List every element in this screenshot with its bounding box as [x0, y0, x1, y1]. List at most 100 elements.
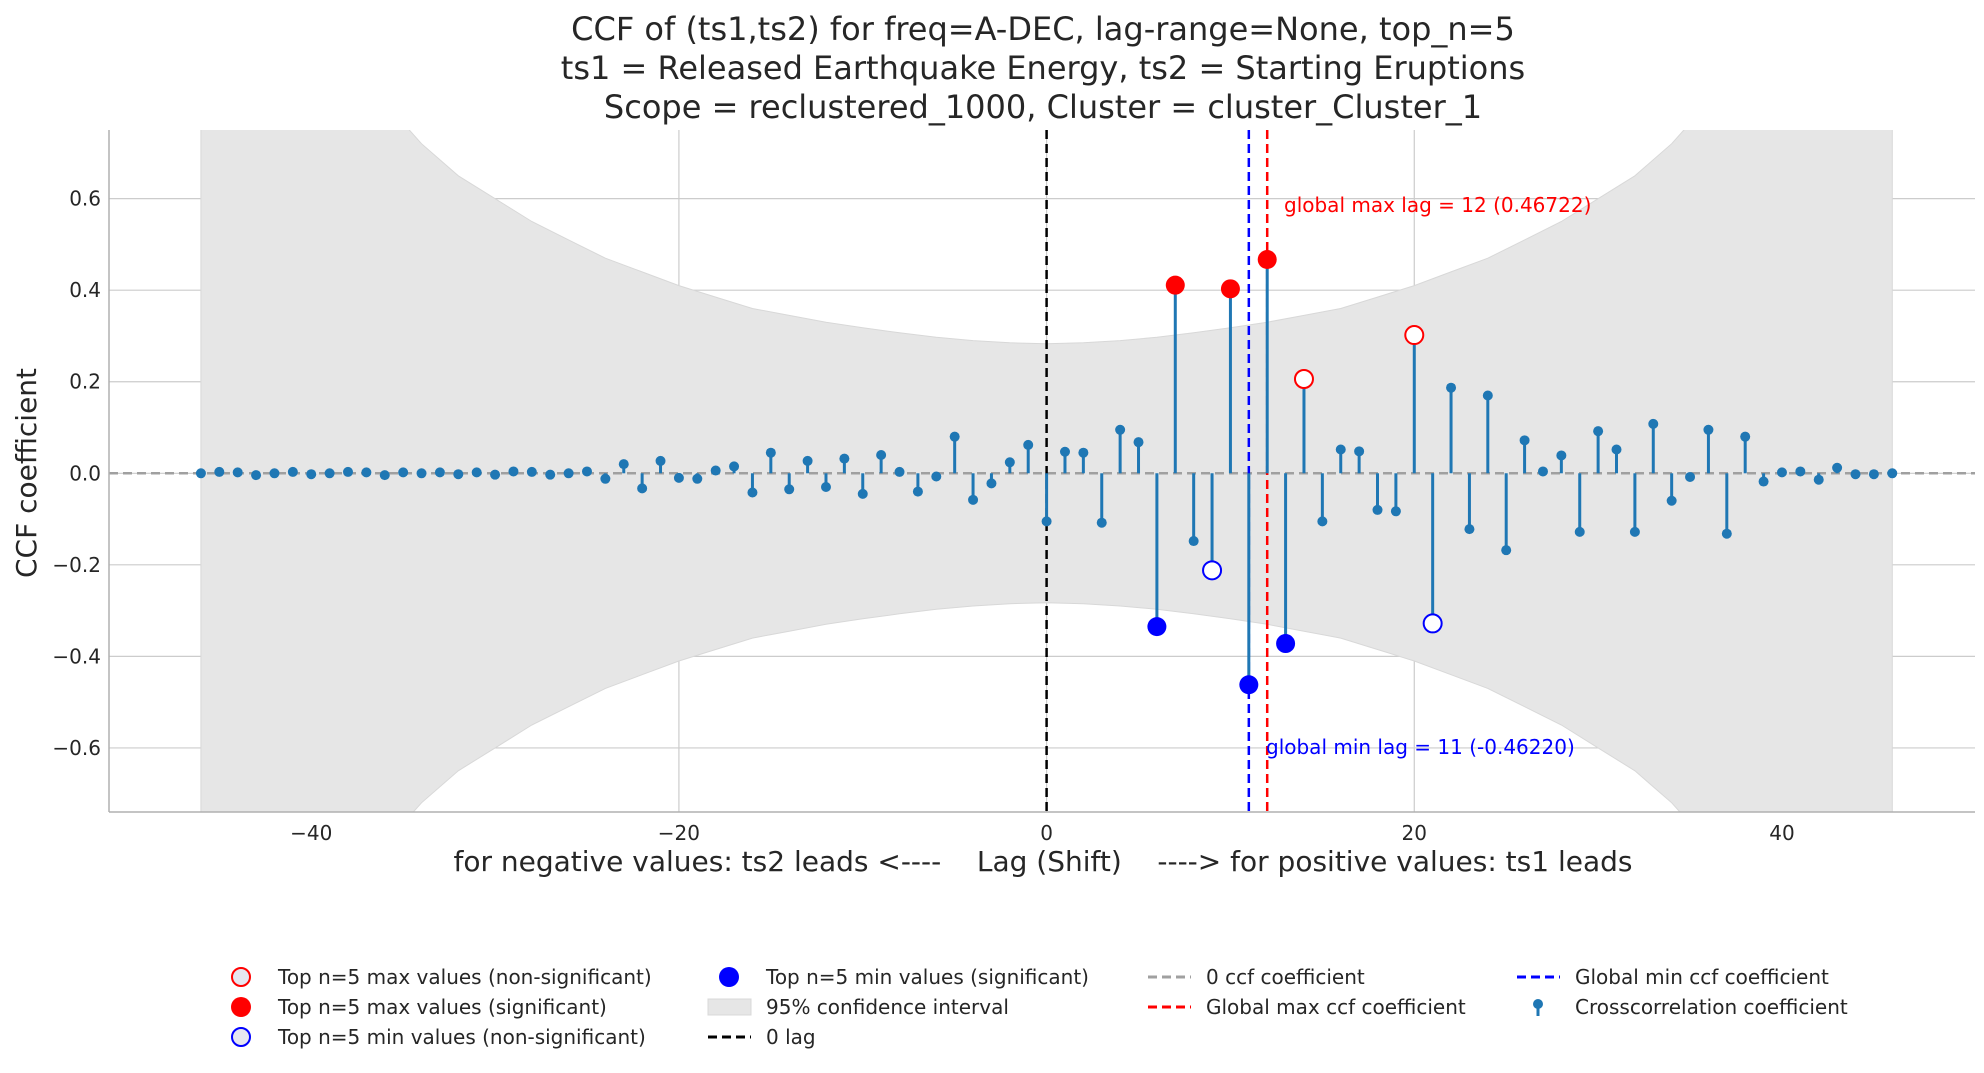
ccf-point — [1666, 495, 1677, 506]
ccf-point — [526, 466, 537, 477]
chart-title-line-3: Scope = reclustered_1000, Cluster = clus… — [604, 88, 1482, 126]
ccf-point — [1832, 462, 1843, 473]
ccf-point — [1611, 444, 1622, 455]
ccf-point — [1887, 468, 1898, 479]
legend-swatch-ci — [707, 998, 752, 1016]
ccf-point — [784, 484, 795, 495]
ccf-point — [1372, 504, 1383, 515]
legend-entry-top_min_sig: Top n=5 min values (significant) — [719, 965, 1089, 989]
legend-label: Top n=5 max values (significant) — [277, 995, 607, 1019]
legend-marker-top-max-sig — [231, 997, 251, 1017]
ccf-point — [1059, 446, 1070, 457]
global-max-annotation: global max lag = 12 (0.46722) — [1284, 193, 1591, 217]
ccf-point — [839, 453, 850, 464]
ccf-point — [1868, 469, 1879, 480]
ccf-point — [710, 465, 721, 476]
ccf-point — [1041, 516, 1052, 527]
ccf-point — [379, 470, 390, 481]
y-tick-label: 0.0 — [69, 461, 101, 485]
y-tick-label: 0.6 — [69, 187, 101, 211]
legend-label: 0 ccf coefficient — [1206, 965, 1365, 989]
x-tick-label: 40 — [1769, 821, 1794, 845]
ccf-point — [729, 461, 740, 472]
top-max-nonsignificant-marker — [1293, 368, 1314, 389]
ccf-point — [471, 467, 482, 478]
ccf-point — [1685, 471, 1696, 482]
top-n-markers — [1147, 250, 1443, 695]
ccf-point — [453, 469, 464, 480]
top-max-significant-marker — [1257, 250, 1277, 270]
ccf-point — [857, 488, 868, 499]
ccf-point — [637, 483, 648, 494]
legend-marker-top-max-nonsig — [231, 967, 251, 987]
ccf-point — [1390, 506, 1401, 517]
ccf-point — [581, 466, 592, 477]
x-tick-label: −20 — [658, 821, 700, 845]
ccf-point — [1850, 469, 1861, 480]
legend-label: Top n=5 max values (non-significant) — [277, 965, 652, 989]
ccf-point — [342, 466, 353, 477]
ccf-point — [1004, 457, 1015, 468]
ccf-point — [269, 468, 280, 479]
legend-entry-top_min_nonsig: Top n=5 min values (non-significant) — [231, 1025, 646, 1049]
ccf-point — [1593, 426, 1604, 437]
ccf-point — [1574, 526, 1585, 537]
ccf-point — [600, 473, 611, 484]
ccf-point — [1317, 516, 1328, 527]
y-tick-label: 0.2 — [69, 370, 101, 394]
ccf-point — [1023, 439, 1034, 450]
legend-label: Top n=5 min values (non-significant) — [277, 1025, 646, 1049]
chart-title-line-2: ts1 = Released Earthquake Energy, ts2 = … — [561, 49, 1525, 87]
stem-series — [195, 254, 1898, 690]
top-min-significant-marker — [1239, 675, 1259, 695]
ccf-point — [968, 494, 979, 505]
top-min-nonsignificant-marker — [1422, 613, 1443, 634]
ccf-point — [1740, 431, 1751, 442]
ccf-point — [1648, 418, 1659, 429]
ccf-point — [1188, 536, 1199, 547]
legend-entry-global_max_line: Global max ccf coefficient — [1148, 995, 1466, 1019]
ccf-point — [820, 482, 831, 493]
y-tick-label: 0.4 — [69, 278, 101, 302]
ccf-point — [1813, 474, 1824, 485]
ccf-point — [1335, 444, 1346, 455]
y-tick-label: −0.4 — [52, 644, 101, 668]
ccf-point — [1133, 437, 1144, 448]
ccf-point — [1446, 382, 1457, 393]
legend-entry-global_min_line: Global min ccf coefficient — [1517, 965, 1829, 989]
ccf-point — [1519, 435, 1530, 446]
legend-label: Top n=5 min values (significant) — [765, 965, 1089, 989]
ccf-point — [1703, 424, 1714, 435]
ccf-point — [1556, 450, 1567, 461]
legend-entry-top_max_sig: Top n=5 max values (significant) — [231, 995, 607, 1019]
ccf-point — [1501, 545, 1512, 556]
ccf-point — [214, 466, 225, 477]
ccf-point — [1096, 517, 1107, 528]
x-tick-label: −40 — [290, 821, 332, 845]
ccf-point — [673, 472, 684, 483]
ccf-point — [1758, 476, 1769, 487]
x-axis-label: for negative values: ts2 leads <---- Lag… — [454, 845, 1633, 878]
ccf-point — [618, 459, 629, 470]
top-max-significant-marker — [1220, 279, 1240, 299]
legend-label: 0 lag — [766, 1025, 816, 1049]
tick-labels: −40 −20 0 20 40 −0.6 −0.4 −0.2 0.0 0.2 0.4 0.6 — [52, 187, 1794, 845]
chart-title-line-1: CCF of (ts1,ts2) for freq=A-DEC, lag-ran… — [571, 10, 1515, 48]
annotations: global max lag = 12 (0.46722) global min… — [1266, 193, 1591, 759]
ccf-point — [251, 470, 262, 481]
ccf-point — [195, 468, 206, 479]
ccf-point — [1078, 447, 1089, 458]
ccf-point — [894, 466, 905, 477]
y-tick-label: −0.2 — [52, 553, 101, 577]
ccf-point — [545, 469, 556, 480]
ccf-point — [398, 467, 409, 478]
y-axis-label: CCF coefficient — [10, 368, 43, 578]
ccf-point — [361, 467, 372, 478]
top-max-significant-marker — [1165, 275, 1185, 295]
ccf-point — [1115, 424, 1126, 435]
ccf-point — [1721, 528, 1732, 539]
ccf-point — [1629, 526, 1640, 537]
chart-title: CCF of (ts1,ts2) for freq=A-DEC, lag-ran… — [561, 10, 1525, 126]
ccf-point — [1795, 466, 1806, 477]
